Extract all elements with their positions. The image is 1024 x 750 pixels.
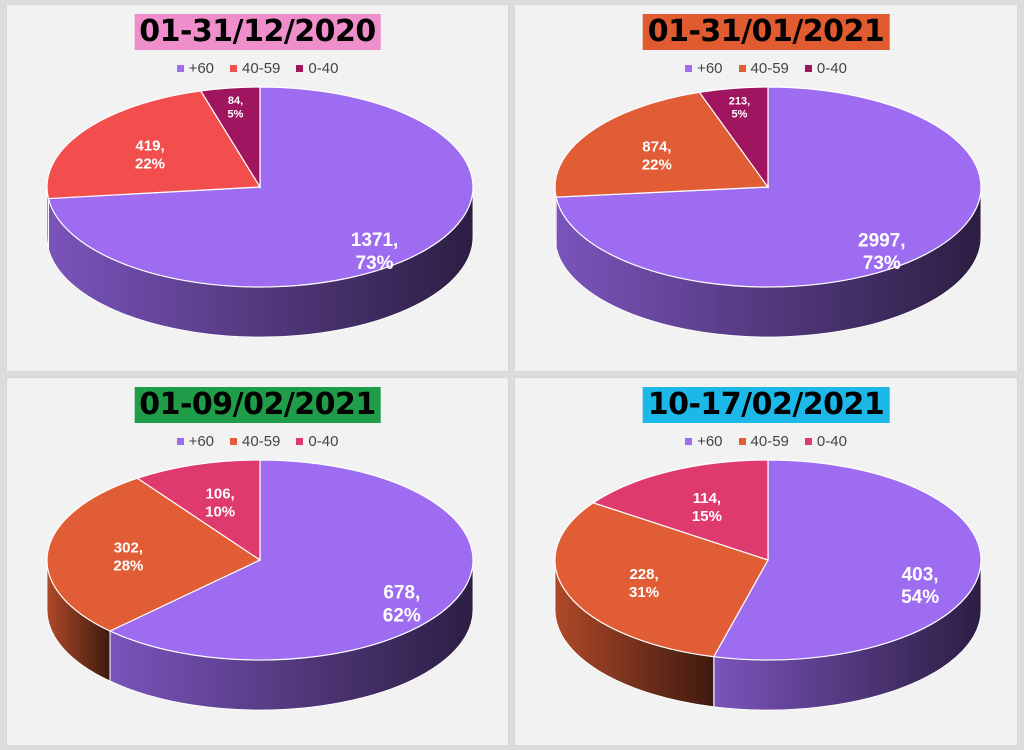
data-label-percent: 54% (901, 587, 939, 608)
legend-label: 40-59 (242, 60, 281, 77)
chart-panel-2: 01-31/01/2021 +60 40-59 0-40 2997, 73% 874… (514, 4, 1018, 372)
data-label-percent: 10% (205, 504, 235, 521)
legend-item-40-59: 40-59 (738, 60, 789, 77)
data-label: 678, (383, 583, 420, 604)
pie-slice (554, 91, 770, 198)
data-label-percent: 28% (113, 558, 143, 575)
pie-slice (46, 90, 262, 200)
data-label: 2997, (858, 230, 906, 251)
data-label-percent: 73% (356, 253, 394, 274)
legend-swatch (230, 438, 238, 445)
legend: +60 40-59 0-40 (515, 433, 1017, 450)
data-label-percent: 31% (629, 584, 659, 601)
legend-label: 40-59 (242, 433, 281, 450)
legend-label: 40-59 (750, 433, 789, 450)
legend-label: +60 (188, 433, 215, 450)
legend-label: 0-40 (308, 433, 339, 450)
data-label: 84, (228, 95, 243, 107)
legend-item-0-40: 0-40 (804, 433, 847, 450)
pie-slice (136, 459, 261, 562)
legend-swatch (685, 438, 693, 445)
pie-chart: 1371,73% 419,22% 84,5% (46, 86, 474, 338)
legend: +60 40-59 0-40 (515, 60, 1017, 77)
chart-panel-4: 10-17/02/2021 +60 40-59 0-40 403, 54% 228,… (514, 377, 1018, 746)
legend-item-40-59: 40-59 (230, 60, 280, 77)
legend-label: +60 (697, 60, 723, 77)
data-label: 114, (693, 490, 721, 507)
legend-label: +60 (697, 433, 723, 450)
legend-swatch (685, 65, 693, 72)
data-label: 403, (902, 564, 939, 585)
legend-item-60plus: +60 (176, 433, 215, 450)
chart-title: 01-31/12/2020 (134, 14, 381, 50)
legend-item-60plus: +60 (685, 60, 723, 77)
chart-panel-1: 01-31/12/2020 +60 40-59 0-40 1371, 73% 419… (6, 4, 509, 372)
data-label-percent: 73% (863, 253, 901, 274)
legend-label: 0-40 (308, 60, 339, 77)
legend-item-60plus: +60 (685, 433, 723, 450)
pie-slice (591, 459, 769, 561)
legend: +60 40-59 0-40 (7, 433, 508, 450)
pie-chart: 678,62% 302,28% 106,10% (46, 459, 474, 711)
legend-label: +60 (188, 60, 215, 77)
data-label: 1371, (351, 230, 399, 251)
legend-swatch (804, 65, 812, 72)
data-label: 419, (135, 137, 164, 154)
legend-swatch (176, 438, 184, 445)
data-label-percent: 22% (642, 156, 672, 173)
data-label: 302, (114, 540, 143, 557)
pie-chart: 2997,73% 874,22% 213, 5% (554, 86, 982, 338)
data-label-percent: 5% (228, 108, 244, 120)
pie-slice (712, 459, 982, 661)
data-label-percent: 5% (732, 109, 748, 121)
chart-title: 01-09/02/2021 (134, 387, 381, 423)
legend-item-0-40: 0-40 (804, 60, 847, 77)
data-label-percent: 62% (383, 605, 421, 626)
legend-item-40-59: 40-59 (738, 433, 789, 450)
chart-title: 10-17/02/2021 (642, 387, 890, 423)
legend: +60 40-59 0-40 (7, 60, 508, 77)
legend-swatch (738, 438, 746, 445)
legend-swatch (804, 438, 812, 445)
legend-label: 0-40 (816, 60, 847, 77)
pie-slice (199, 86, 261, 190)
legend-item-40-59: 40-59 (230, 433, 280, 450)
pie-slice (698, 86, 769, 189)
legend-swatch (296, 65, 304, 72)
data-label-percent: 15% (692, 508, 722, 525)
data-label: 228, (629, 566, 658, 583)
chart-panel-3: 01-09/02/2021 +60 40-59 0-40 678, 62% 302,… (6, 377, 509, 746)
legend-swatch (296, 438, 304, 445)
legend-label: 0-40 (816, 433, 847, 450)
legend-swatch (738, 65, 746, 72)
pie-slice (46, 477, 262, 632)
data-label-percent: 22% (135, 155, 165, 172)
legend-label: 40-59 (750, 60, 789, 77)
pie-slice (554, 502, 769, 658)
legend-item-0-40: 0-40 (296, 433, 338, 450)
pie-slice (108, 459, 474, 661)
data-label: 874, (642, 138, 671, 155)
legend-item-60plus: +60 (176, 60, 215, 77)
legend-swatch (176, 65, 184, 72)
pie-chart: 403,54% 228,31% 114,15% (554, 459, 982, 711)
data-label: 213, (729, 95, 750, 107)
legend-swatch (230, 65, 238, 72)
legend-item-0-40: 0-40 (296, 60, 338, 77)
data-label: 106, (206, 486, 235, 503)
chart-title: 01-31/01/2021 (642, 14, 890, 50)
